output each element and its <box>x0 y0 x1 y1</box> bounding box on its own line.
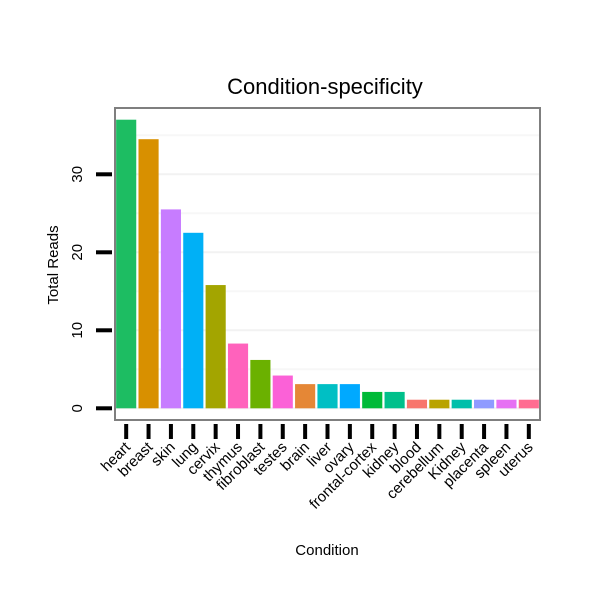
bar-ovary <box>339 384 360 409</box>
y-tick-label: 30 <box>69 166 86 183</box>
bar-brain <box>295 384 316 409</box>
bar-breast <box>138 139 159 409</box>
bar-cerebellum <box>429 399 450 409</box>
bar-liver <box>317 384 338 409</box>
bar-fibroblast <box>250 359 271 409</box>
plot-area: 0102030heartbreastskinlungcervixthymusfi… <box>69 107 541 513</box>
bar-kidney <box>451 399 472 409</box>
bar-skin <box>160 209 181 409</box>
bar-uterus <box>518 399 539 409</box>
bar-lung <box>183 232 204 409</box>
y-tick-label: 20 <box>69 244 86 261</box>
bar-testes <box>272 375 293 409</box>
bar-blood <box>406 399 428 409</box>
y-tick-label: 0 <box>69 404 86 412</box>
bar-heart <box>116 119 137 409</box>
bar-thymus <box>227 343 249 409</box>
y-axis-title: Total Reads <box>45 225 62 304</box>
x-axis-title: Condition <box>295 542 358 559</box>
y-tick-label: 10 <box>69 322 86 339</box>
bar-kidney <box>384 391 405 409</box>
plot-panel-border <box>114 107 541 421</box>
bar-spleen <box>496 399 517 409</box>
bar-cervix <box>205 285 226 409</box>
chart-title: Condition-specificity <box>227 74 423 99</box>
bar-placenta <box>474 399 495 409</box>
bar-frontal-cortex <box>362 391 383 409</box>
